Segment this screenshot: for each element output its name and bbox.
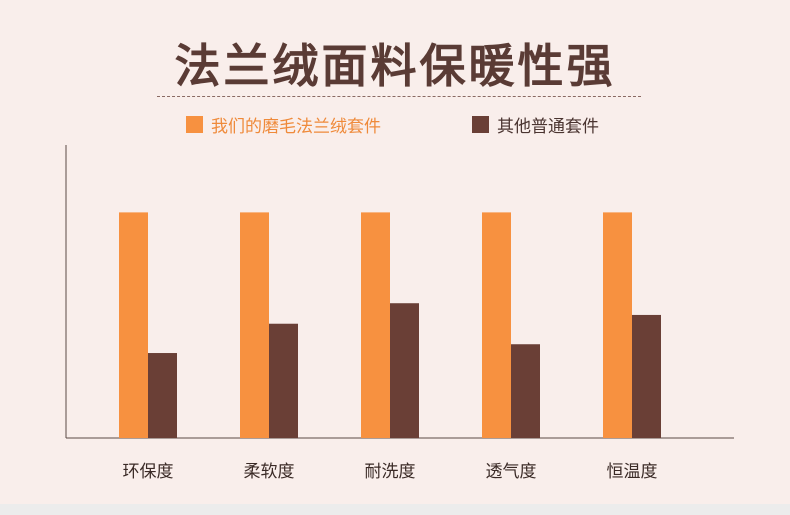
bar-others-1 <box>148 353 177 438</box>
bar-others-2 <box>269 323 298 438</box>
chart-title: 法兰绒面料保暖性强 <box>174 39 616 93</box>
x-tick-label: 恒温度 <box>607 462 658 482</box>
bar-others-3 <box>390 303 419 438</box>
bar-ours-1 <box>119 212 148 438</box>
legend-label-ours: 我们的磨毛法兰绒套件 <box>211 116 381 137</box>
bar-ours-5 <box>603 212 632 438</box>
x-tick-label: 环保度 <box>123 462 174 482</box>
bar-others-4 <box>511 344 540 438</box>
legend-label-others: 其他普通套件 <box>497 116 599 137</box>
legend-swatch-ours <box>186 115 203 133</box>
legend-item-others: 其他普通套件 <box>472 112 599 137</box>
bar-ours-2 <box>240 212 269 438</box>
x-tick-label: 耐洗度 <box>365 462 416 482</box>
title-underline <box>157 96 641 97</box>
legend-item-ours: 我们的磨毛法兰绒套件 <box>186 112 381 137</box>
x-tick-label: 透气度 <box>486 462 537 482</box>
footer-strip <box>0 504 790 515</box>
bar-others-5 <box>632 314 661 438</box>
legend-swatch-others <box>472 115 489 133</box>
bar-ours-4 <box>482 212 511 438</box>
x-tick-label: 柔软度 <box>244 462 295 482</box>
bar-ours-3 <box>361 212 390 438</box>
